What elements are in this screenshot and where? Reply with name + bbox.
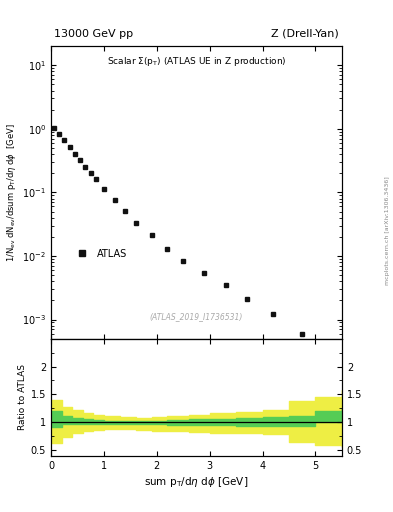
Text: Z (Drell-Yan): Z (Drell-Yan) [271, 29, 339, 39]
Y-axis label: 1/N$_{\mathregular{ev}}$ dN$_{\mathregular{ev}}$/dsum p$_{\mathregular{T}}$/d$\e: 1/N$_{\mathregular{ev}}$ dN$_{\mathregul… [5, 123, 18, 262]
ATLAS [271, 311, 275, 317]
Text: Scalar $\Sigma$(p$_{\mathregular{T}}$) (ATLAS UE in Z production): Scalar $\Sigma$(p$_{\mathregular{T}}$) (… [107, 55, 286, 68]
ATLAS [88, 170, 93, 176]
ATLAS [202, 270, 207, 276]
ATLAS [83, 164, 88, 170]
Y-axis label: Ratio to ATLAS: Ratio to ATLAS [18, 364, 27, 430]
ATLAS [133, 220, 138, 226]
ATLAS [51, 125, 56, 131]
ATLAS [62, 137, 67, 143]
ATLAS [165, 246, 170, 252]
Text: 13000 GeV pp: 13000 GeV pp [54, 29, 133, 39]
ATLAS [57, 131, 61, 137]
ATLAS [329, 352, 334, 358]
ATLAS [78, 157, 83, 163]
Text: mcplots.cern.ch [arXiv:1306.3436]: mcplots.cern.ch [arXiv:1306.3436] [385, 176, 390, 285]
ATLAS [244, 296, 249, 302]
ATLAS [112, 197, 117, 203]
Text: (ATLAS_2019_I1736531): (ATLAS_2019_I1736531) [150, 312, 243, 321]
ATLAS [181, 258, 185, 264]
ATLAS [102, 185, 107, 191]
ATLAS [67, 144, 72, 150]
Legend: ATLAS: ATLAS [70, 247, 129, 261]
ATLAS [94, 176, 98, 182]
X-axis label: sum p$_{\mathregular{T}}$/d$\eta$ d$\phi$ [GeV]: sum p$_{\mathregular{T}}$/d$\eta$ d$\phi… [144, 475, 249, 489]
ATLAS [149, 232, 154, 239]
ATLAS [223, 282, 228, 288]
ATLAS [123, 208, 127, 214]
Line: ATLAS: ATLAS [51, 126, 334, 357]
ATLAS [300, 331, 305, 337]
ATLAS [73, 151, 77, 157]
